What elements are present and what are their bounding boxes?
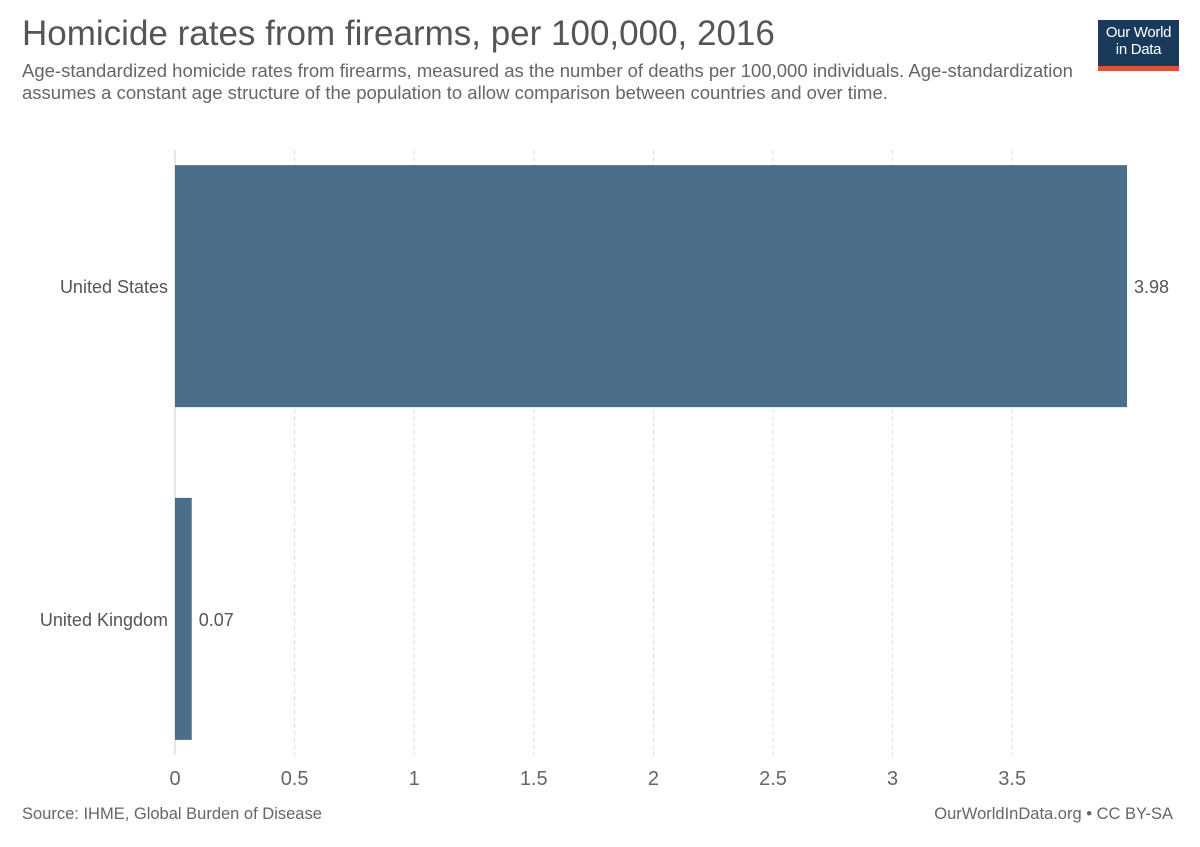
x-tick-label: 2 (648, 768, 659, 790)
bar-united-kingdom[interactable] (175, 497, 192, 740)
x-tick-label: 0.5 (281, 768, 309, 790)
x-tick-label: 3 (887, 768, 898, 790)
x-tick-label: 1.5 (520, 768, 548, 790)
chart-title: Homicide rates from firearms, per 100,00… (22, 14, 775, 53)
source-note[interactable]: Source: IHME, Global Burden of Disease (22, 805, 322, 823)
category-label: United States (60, 277, 168, 297)
x-tick-label: 3.5 (998, 768, 1026, 790)
x-tick-label: 1 (409, 768, 420, 790)
owid-logo[interactable]: Our World in Data (1098, 20, 1179, 71)
bar-united-states[interactable] (175, 165, 1127, 408)
labels: 0 0.5 1 1.5 2 2.5 3 3.5 United States 3.98 United … (40, 277, 1169, 790)
category-label: United Kingdom (40, 610, 168, 630)
bars (175, 165, 1127, 740)
logo-line-1: Our World (1105, 24, 1172, 41)
x-tick-label: 0 (169, 768, 180, 790)
chart-subtitle: Age-standardized homicide rates from fir… (22, 60, 1073, 103)
value-label: 0.07 (199, 610, 234, 630)
value-label: 3.98 (1134, 277, 1169, 297)
x-tick-label: 2.5 (759, 768, 787, 790)
logo-line-2: in Data (1115, 41, 1162, 58)
license-credit[interactable]: OurWorldInData.org • CC BY-SA (934, 805, 1173, 823)
logo-accent-bar (1098, 66, 1179, 71)
